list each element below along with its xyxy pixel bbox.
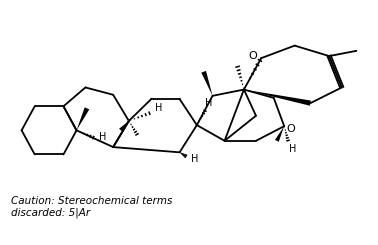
- Polygon shape: [119, 121, 129, 132]
- Text: H: H: [289, 144, 296, 154]
- Text: H: H: [205, 98, 212, 108]
- Text: Caution: Stereochemical terms: Caution: Stereochemical terms: [11, 196, 172, 206]
- Polygon shape: [275, 126, 284, 142]
- Text: discarded: 5|Ar: discarded: 5|Ar: [11, 208, 90, 218]
- Text: O: O: [287, 124, 295, 134]
- Text: O: O: [248, 51, 257, 61]
- Polygon shape: [201, 71, 212, 96]
- Text: H: H: [191, 154, 198, 164]
- Polygon shape: [76, 107, 89, 130]
- Text: H: H: [99, 132, 106, 142]
- Text: H: H: [155, 103, 162, 113]
- Polygon shape: [244, 89, 311, 106]
